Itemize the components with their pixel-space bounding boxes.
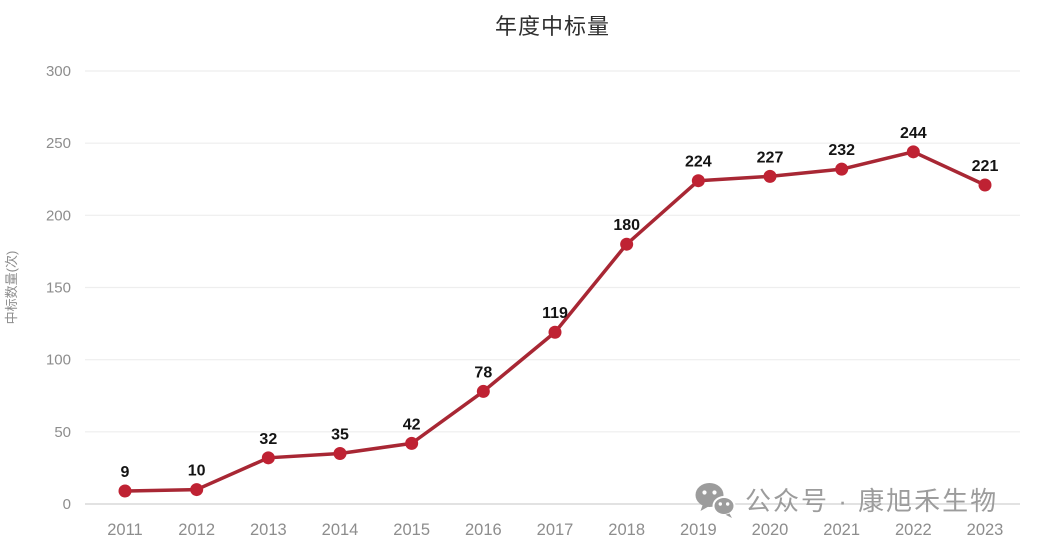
y-tick-label: 100 [46, 352, 71, 369]
y-tick-label: 150 [46, 280, 71, 297]
data-point [691, 174, 705, 188]
y-tick-label: 200 [46, 207, 71, 224]
x-tick-label: 2014 [322, 521, 359, 539]
x-tick-label: 2020 [752, 521, 789, 539]
data-point [978, 178, 992, 192]
data-point-label: 227 [757, 149, 784, 166]
data-point-label: 221 [972, 158, 999, 175]
y-tick-label: 250 [46, 135, 71, 152]
x-tick-label: 2011 [107, 521, 142, 539]
wechat-icon [694, 482, 736, 518]
data-point-label: 244 [900, 125, 927, 142]
data-point [548, 325, 562, 339]
chart-title: 年度中标量 [494, 14, 610, 39]
y-tick-label: 50 [54, 424, 71, 441]
data-point-label: 35 [331, 426, 349, 443]
data-point-label: 9 [121, 464, 130, 481]
data-point-label: 119 [542, 305, 568, 322]
data-point-label: 42 [403, 416, 421, 433]
data-point-label: 78 [474, 364, 492, 381]
data-point-label: 232 [828, 142, 855, 159]
x-tick-label: 2018 [608, 521, 645, 539]
data-point-label: 10 [188, 463, 206, 480]
x-tick-label: 2021 [823, 521, 860, 539]
data-point [118, 484, 132, 498]
x-tick-label: 2013 [250, 521, 287, 539]
data-point [261, 451, 275, 465]
y-tick-label: 300 [46, 63, 71, 80]
data-point [190, 483, 204, 497]
x-tick-label: 2023 [967, 521, 1004, 539]
x-tick-label: 2012 [178, 521, 215, 539]
data-point-label: 32 [259, 431, 277, 448]
x-tick-label: 2022 [895, 521, 932, 539]
x-tick-label: 2019 [680, 521, 717, 539]
watermark: 公众号 · 康旭禾生物 [694, 481, 998, 518]
x-tick-label: 2017 [537, 521, 574, 539]
y-tick-label: 0 [63, 496, 71, 513]
data-point [405, 436, 419, 450]
x-tick-label: 2015 [393, 521, 430, 539]
y-axis-label: 中标数量(次) [4, 251, 19, 325]
data-point-label: 224 [685, 154, 712, 171]
x-tick-label: 2016 [465, 521, 502, 539]
data-point [763, 169, 777, 183]
data-point [906, 145, 920, 159]
data-point-label: 180 [613, 217, 640, 234]
data-point [333, 446, 347, 460]
data-point [835, 162, 849, 176]
data-point [476, 384, 490, 398]
watermark-text: 公众号 · 康旭禾生物 [745, 486, 999, 516]
data-point [620, 237, 634, 251]
